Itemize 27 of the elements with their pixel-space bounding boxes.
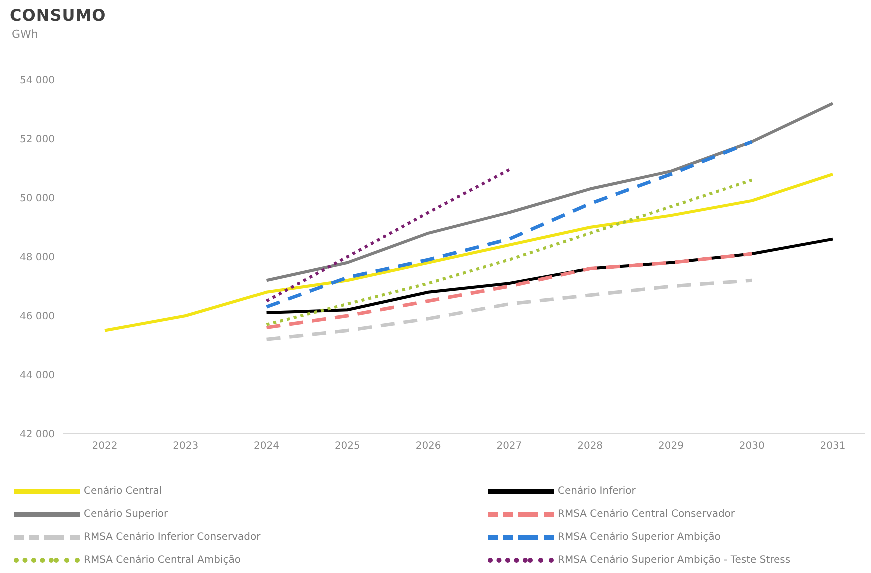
legend-label: RMSA Cenário Central Ambição: [84, 555, 241, 566]
x-tick-label: 2030: [739, 441, 765, 452]
x-tick-label: 2028: [578, 441, 604, 452]
chart-title: CONSUMO: [10, 6, 106, 25]
legend-label: Cenário Superior: [84, 509, 168, 520]
x-tick-label: 2022: [92, 441, 118, 452]
x-tick-label: 2031: [820, 441, 846, 452]
x-tick-label: 2025: [334, 441, 360, 452]
x-tick-label: 2026: [416, 441, 442, 452]
y-tick-label: 54 000: [20, 76, 55, 87]
legend-label: RMSA Cenário Superior Ambição: [558, 532, 721, 543]
y-tick-label: 48 000: [20, 252, 55, 264]
y-tick-label: 42 000: [20, 430, 55, 441]
x-tick-label: 2024: [254, 441, 280, 452]
legend-label: Cenário Central: [84, 486, 162, 497]
legend-label: RMSA Cenário Inferior Conservador: [84, 532, 261, 543]
x-tick-label: 2027: [496, 441, 522, 452]
y-tick-label: 52 000: [20, 134, 55, 146]
y-tick-label: 44 000: [20, 370, 55, 382]
x-tick-label: 2023: [173, 441, 199, 452]
y-tick-label: 50 000: [20, 194, 55, 205]
chart-subtitle: GWh: [12, 28, 38, 41]
legend-label: RMSA Cenário Superior Ambição - Teste Stress: [558, 555, 791, 566]
legend-label: RMSA Cenário Central Conservador: [558, 509, 736, 520]
y-tick-label: 46 000: [20, 312, 55, 323]
x-tick-label: 2029: [658, 441, 684, 452]
legend-label: Cenário Inferior: [558, 486, 636, 497]
